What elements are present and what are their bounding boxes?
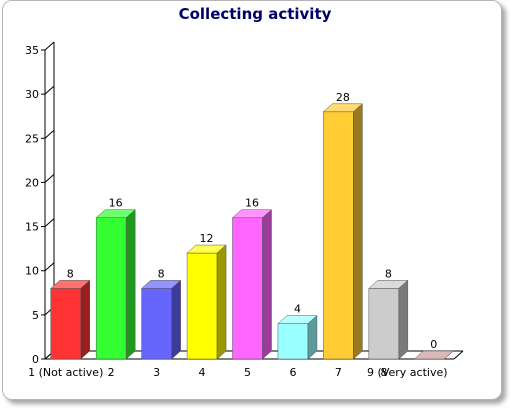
y-tick-depth bbox=[44, 85, 55, 95]
bar-5 bbox=[231, 209, 273, 360]
y-tick-label: 0 bbox=[32, 353, 39, 366]
chart-title: Collecting activity bbox=[178, 5, 332, 23]
x-tick-label: 4 bbox=[199, 366, 206, 379]
x-tick-label: 3 bbox=[153, 366, 160, 379]
bar-front bbox=[232, 217, 263, 360]
x-tick-label: 2 bbox=[108, 366, 115, 379]
bar-4 bbox=[186, 244, 227, 360]
y-tick-label: 5 bbox=[32, 309, 39, 322]
y-tick-label: 30 bbox=[25, 88, 39, 101]
bar-side bbox=[171, 279, 181, 360]
bar-top bbox=[413, 350, 454, 360]
x-tick-label: 9 (Very active) bbox=[367, 366, 447, 379]
bar-side bbox=[262, 209, 272, 360]
bar-value-label: 8 bbox=[385, 267, 392, 280]
y-tick-depth bbox=[44, 41, 55, 51]
bar-front bbox=[323, 111, 354, 360]
bar-front bbox=[141, 288, 172, 360]
x-tick-label: 5 bbox=[244, 366, 251, 379]
bar-front bbox=[277, 323, 309, 360]
y-tick-label: 25 bbox=[25, 132, 39, 145]
bar-side bbox=[398, 279, 409, 360]
bar-value-label: 28 bbox=[336, 91, 350, 104]
y-tick-label: 15 bbox=[25, 221, 39, 234]
bar-side bbox=[307, 315, 318, 360]
bar-value-label: 8 bbox=[158, 267, 165, 280]
bar-front bbox=[368, 288, 400, 360]
bar-value-label: 16 bbox=[245, 197, 259, 210]
y-tick-depth bbox=[44, 218, 55, 227]
bar-side bbox=[125, 209, 136, 360]
y-tick-depth bbox=[44, 262, 55, 272]
bar-9 bbox=[413, 350, 454, 360]
x-tick-label: 8 bbox=[380, 366, 387, 379]
bar-value-label: 12 bbox=[200, 232, 214, 245]
bar-front bbox=[50, 288, 81, 360]
bar-side bbox=[216, 244, 227, 360]
y-tick-depth bbox=[44, 129, 55, 139]
bar-side bbox=[80, 279, 90, 360]
y-tick-depth bbox=[44, 174, 55, 183]
bar-front bbox=[186, 252, 218, 360]
bar-6 bbox=[277, 315, 318, 360]
x-tick-label: 6 bbox=[289, 366, 296, 379]
bar-2 bbox=[95, 209, 136, 360]
bars bbox=[50, 103, 454, 360]
x-tick-label: 7 bbox=[335, 366, 342, 379]
bar-8 bbox=[368, 279, 409, 360]
bar-side bbox=[444, 350, 454, 360]
bar-value-label: 8 bbox=[67, 267, 74, 280]
y-tick-label: 35 bbox=[25, 44, 39, 57]
bar-front bbox=[95, 217, 127, 360]
bar-7 bbox=[322, 103, 364, 360]
floor-right-edge bbox=[453, 350, 464, 360]
y-tick-label: 20 bbox=[25, 176, 39, 189]
y-tick-label: 10 bbox=[25, 265, 39, 278]
bar-value-label: 4 bbox=[294, 303, 301, 316]
bar-3 bbox=[140, 279, 182, 360]
bar-1 bbox=[50, 279, 91, 360]
bar-side bbox=[353, 103, 363, 360]
bar-value-label: 16 bbox=[109, 197, 123, 210]
bar-value-label: 0 bbox=[430, 338, 437, 351]
x-tick-label: 1 (Not active) bbox=[28, 366, 103, 379]
